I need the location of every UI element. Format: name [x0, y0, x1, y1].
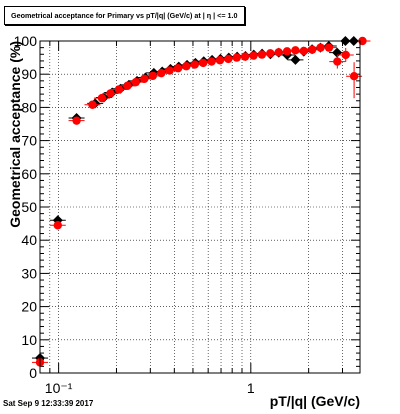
y-tick-label: 40 — [21, 232, 37, 248]
timestamp: Sat Sep 9 12:33:39 2017 — [3, 399, 94, 408]
data-point — [249, 51, 258, 60]
data-point — [114, 85, 124, 94]
data-point — [290, 54, 301, 65]
y-tick-label: 30 — [21, 265, 37, 281]
y-tick-label: 60 — [21, 166, 37, 182]
data-point — [198, 58, 208, 68]
data-point — [123, 81, 132, 91]
data-point — [72, 116, 81, 125]
data-point — [140, 74, 149, 84]
data-point — [257, 50, 267, 59]
data-point — [224, 54, 233, 64]
y-tick-label: 20 — [21, 299, 37, 315]
data-point — [53, 221, 62, 230]
data-point — [97, 93, 107, 103]
data-point — [308, 45, 317, 54]
data-point — [291, 46, 300, 55]
data-point — [148, 71, 157, 81]
data-point — [182, 62, 191, 71]
data-point — [165, 66, 174, 75]
data-point — [157, 69, 166, 78]
data-point — [282, 47, 292, 56]
chart-title: Geometrical acceptance for Primary vs pT… — [4, 6, 245, 25]
y-tick-label: 90 — [21, 66, 37, 82]
data-point — [274, 48, 283, 57]
data-point — [173, 64, 183, 73]
data-point — [215, 56, 225, 65]
data-point — [207, 57, 216, 66]
data-point — [106, 89, 115, 98]
plot-border — [39, 40, 361, 374]
y-tick-label: 100 — [14, 33, 38, 49]
data-point — [232, 53, 241, 62]
data-point — [240, 52, 250, 61]
y-tick-label: 0 — [29, 365, 37, 381]
y-tick-label: 70 — [21, 133, 37, 149]
y-tick-label: 50 — [21, 199, 37, 215]
data-point — [266, 49, 275, 58]
data-point — [131, 77, 140, 87]
x-tick-label: 10⁻¹ — [45, 380, 73, 396]
data-point — [190, 60, 199, 69]
data-point — [88, 100, 97, 109]
x-tick-label: 1 — [247, 380, 255, 396]
data-point — [341, 50, 350, 60]
data-point — [316, 43, 325, 52]
data-point — [349, 71, 359, 81]
data-point — [299, 46, 309, 56]
y-axis-label: Geometrical acceptance (%) — [7, 41, 23, 228]
x-axis-label: pT/|q| (GeV/c) — [270, 393, 360, 409]
y-tick-label: 80 — [21, 99, 37, 115]
data-point — [333, 57, 342, 66]
y-tick-label: 10 — [21, 332, 37, 348]
data-point — [324, 43, 334, 52]
